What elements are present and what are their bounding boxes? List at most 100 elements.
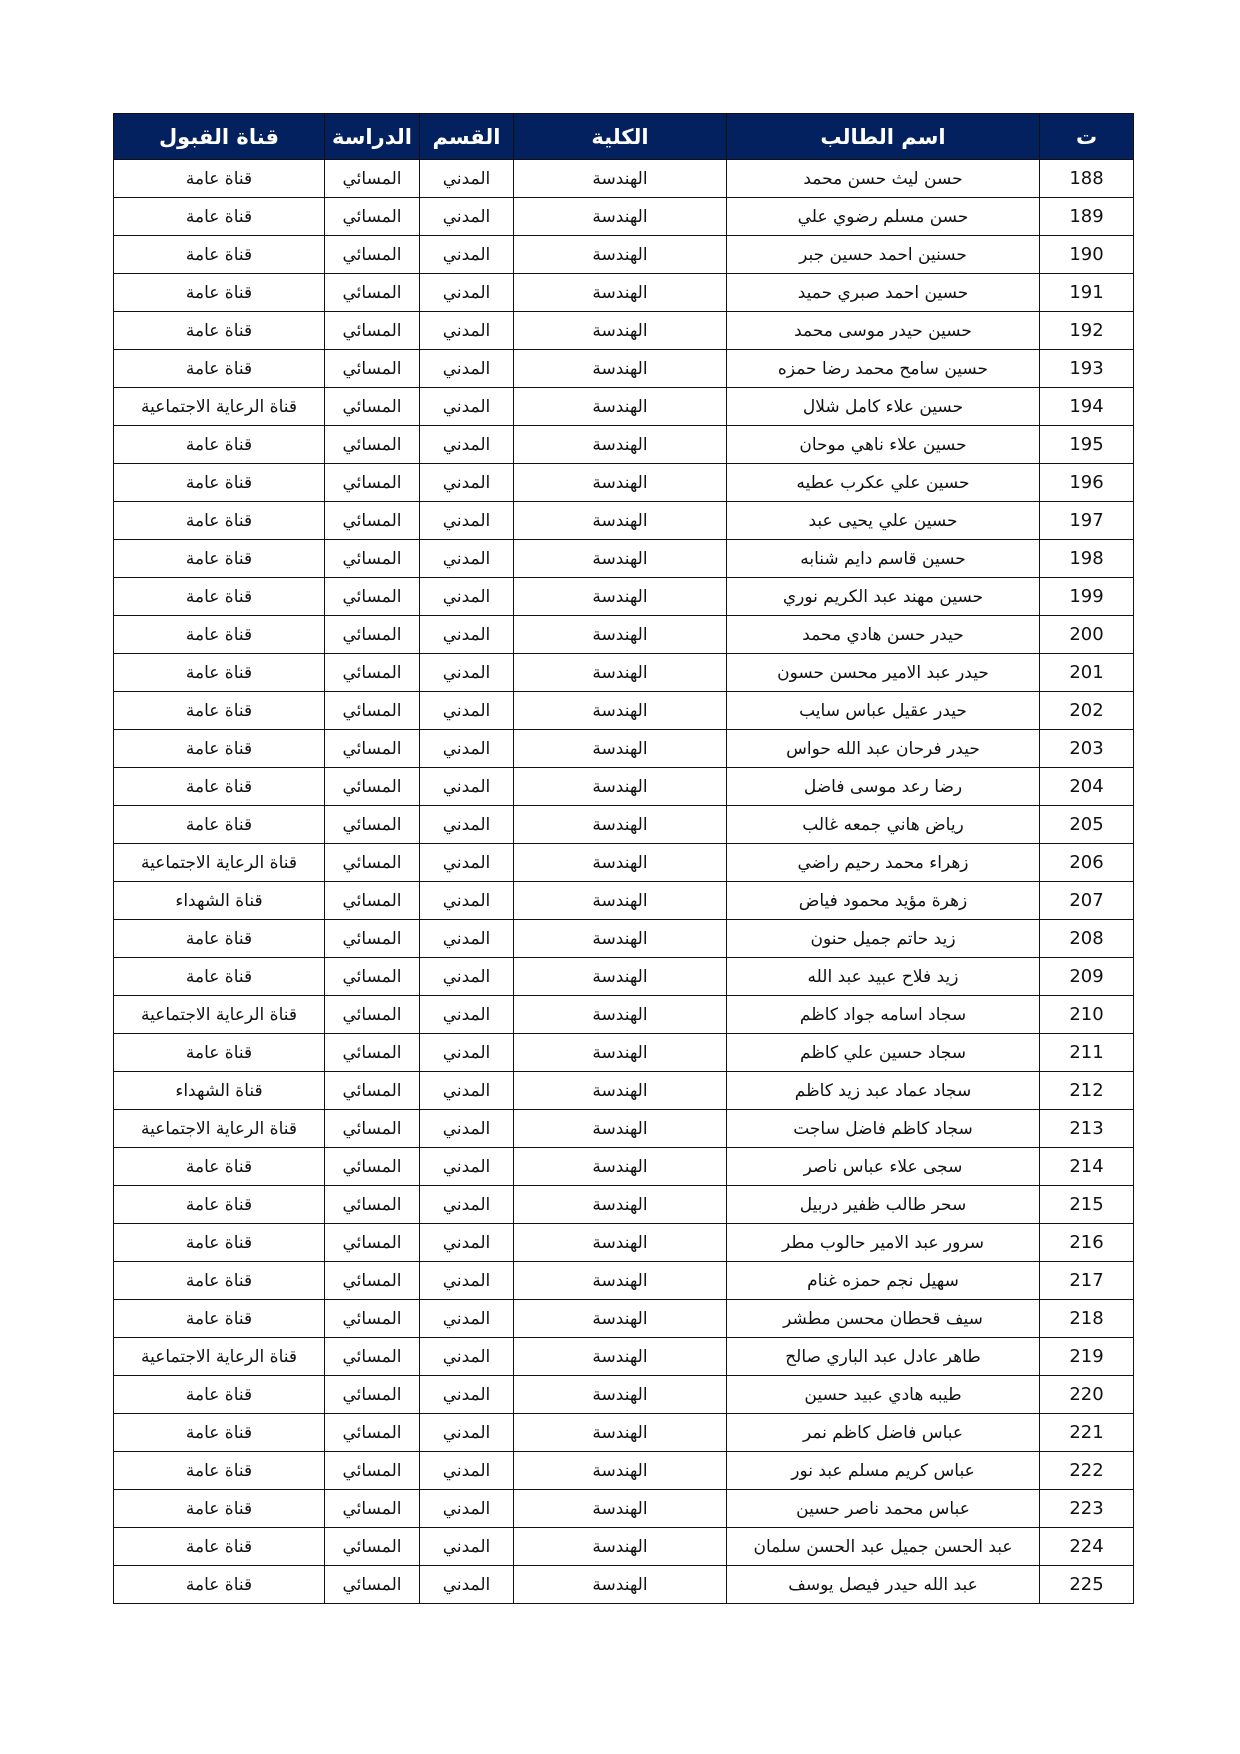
cell-study: المسائي xyxy=(324,1261,420,1300)
cell-department: المدني xyxy=(419,957,514,996)
cell-study: المسائي xyxy=(324,1565,420,1604)
cell-department: المدني xyxy=(419,539,514,578)
cell-college: الهندسة xyxy=(513,387,727,426)
cell-student-name: حيدر عقيل عباس سايب xyxy=(726,691,1040,730)
cell-index: 205 xyxy=(1039,805,1134,844)
cell-admission-channel: قناة عامة xyxy=(113,1527,325,1566)
table-row: 213 سجاد كاظم فاضل ساجت الهندسة المدني المسا… xyxy=(113,1109,1134,1148)
cell-index: 213 xyxy=(1039,1109,1134,1148)
table-row: 191 حسين احمد صبري حميد الهندسة المدني المسا… xyxy=(113,273,1134,312)
cell-college: الهندسة xyxy=(513,1413,727,1452)
cell-study: المسائي xyxy=(324,311,420,350)
cell-student-name: حسين قاسم دايم شنابه xyxy=(726,539,1040,578)
cell-admission-channel: قناة عامة xyxy=(113,919,325,958)
cell-index: 210 xyxy=(1039,995,1134,1034)
cell-admission-channel: قناة الرعاية الاجتماعية xyxy=(113,1109,325,1148)
cell-college: الهندسة xyxy=(513,539,727,578)
cell-student-name: سجاد اسامه جواد كاظم xyxy=(726,995,1040,1034)
cell-department: المدني xyxy=(419,501,514,540)
cell-department: المدني xyxy=(419,1033,514,1072)
cell-study: المسائي xyxy=(324,387,420,426)
cell-study: المسائي xyxy=(324,1337,420,1376)
cell-department: المدني xyxy=(419,1299,514,1338)
header-admission-channel: قناة القبول xyxy=(113,113,325,160)
cell-admission-channel: قناة عامة xyxy=(113,311,325,350)
cell-study: المسائي xyxy=(324,1299,420,1338)
cell-admission-channel: قناة عامة xyxy=(113,1223,325,1262)
table-row: 214 سجى علاء عباس ناصر الهندسة المدني المسائ… xyxy=(113,1147,1134,1186)
cell-index: 222 xyxy=(1039,1451,1134,1490)
cell-index: 218 xyxy=(1039,1299,1134,1338)
cell-college: الهندسة xyxy=(513,1527,727,1566)
students-table: ت اسم الطالب الكلية القسم الدراسة قناة ا… xyxy=(113,113,1134,1604)
table-body: 188 حسن ليث حسن محمد الهندسة المدني المسائي ق… xyxy=(113,159,1134,1604)
cell-study: المسائي xyxy=(324,539,420,578)
cell-student-name: سجاد عماد عبد زيد كاظم xyxy=(726,1071,1040,1110)
cell-admission-channel: قناة عامة xyxy=(113,1185,325,1224)
cell-college: الهندسة xyxy=(513,1375,727,1414)
cell-student-name: حسنين احمد حسين جبر xyxy=(726,235,1040,274)
cell-study: المسائي xyxy=(324,1033,420,1072)
cell-department: المدني xyxy=(419,1489,514,1528)
table-row: 203 حيدر فرحان عبد الله حواس الهندسة المدني… xyxy=(113,729,1134,768)
cell-study: المسائي xyxy=(324,653,420,692)
cell-department: المدني xyxy=(419,1223,514,1262)
cell-study: المسائي xyxy=(324,1147,420,1186)
cell-student-name: حسين علي عكرب عطيه xyxy=(726,463,1040,502)
cell-student-name: حسين علي يحيى عبد xyxy=(726,501,1040,540)
cell-department: المدني xyxy=(419,1451,514,1490)
cell-admission-channel: قناة الرعاية الاجتماعية xyxy=(113,843,325,882)
cell-index: 214 xyxy=(1039,1147,1134,1186)
cell-admission-channel: قناة عامة xyxy=(113,1375,325,1414)
cell-study: المسائي xyxy=(324,843,420,882)
cell-admission-channel: قناة عامة xyxy=(113,349,325,388)
cell-study: المسائي xyxy=(324,1223,420,1262)
cell-study: المسائي xyxy=(324,501,420,540)
table-header-row: ت اسم الطالب الكلية القسم الدراسة قناة ا… xyxy=(113,113,1134,160)
cell-college: الهندسة xyxy=(513,843,727,882)
cell-college: الهندسة xyxy=(513,1223,727,1262)
cell-department: المدني xyxy=(419,159,514,198)
cell-department: المدني xyxy=(419,311,514,350)
cell-study: المسائي xyxy=(324,691,420,730)
cell-department: المدني xyxy=(419,235,514,274)
cell-study: المسائي xyxy=(324,919,420,958)
cell-department: المدني xyxy=(419,1261,514,1300)
cell-index: 224 xyxy=(1039,1527,1134,1566)
cell-student-name: حسين حيدر موسى محمد xyxy=(726,311,1040,350)
cell-index: 202 xyxy=(1039,691,1134,730)
cell-college: الهندسة xyxy=(513,653,727,692)
cell-study: المسائي xyxy=(324,767,420,806)
table-row: 200 حيدر حسن هادي محمد الهندسة المدني المسائ… xyxy=(113,615,1134,654)
table-row: 202 حيدر عقيل عباس سايب الهندسة المدني المسا… xyxy=(113,691,1134,730)
cell-college: الهندسة xyxy=(513,1299,727,1338)
cell-student-name: عبد الله حيدر فيصل يوسف xyxy=(726,1565,1040,1604)
cell-department: المدني xyxy=(419,1109,514,1148)
cell-student-name: سجى علاء عباس ناصر xyxy=(726,1147,1040,1186)
cell-college: الهندسة xyxy=(513,1565,727,1604)
cell-index: 212 xyxy=(1039,1071,1134,1110)
cell-student-name: رياض هاني جمعه غالب xyxy=(726,805,1040,844)
cell-admission-channel: قناة عامة xyxy=(113,1565,325,1604)
table-row: 206 زهراء محمد رحيم راضي الهندسة المدني المس… xyxy=(113,843,1134,882)
cell-index: 215 xyxy=(1039,1185,1134,1224)
cell-college: الهندسة xyxy=(513,919,727,958)
cell-index: 211 xyxy=(1039,1033,1134,1072)
cell-college: الهندسة xyxy=(513,1071,727,1110)
cell-study: المسائي xyxy=(324,957,420,996)
cell-study: المسائي xyxy=(324,1375,420,1414)
cell-admission-channel: قناة عامة xyxy=(113,1451,325,1490)
cell-student-name: سهيل نجم حمزه غنام xyxy=(726,1261,1040,1300)
cell-department: المدني xyxy=(419,349,514,388)
cell-student-name: سرور عبد الامير حالوب مطر xyxy=(726,1223,1040,1262)
cell-study: المسائي xyxy=(324,197,420,236)
cell-admission-channel: قناة عامة xyxy=(113,1147,325,1186)
cell-admission-channel: قناة عامة xyxy=(113,273,325,312)
cell-college: الهندسة xyxy=(513,1147,727,1186)
cell-index: 196 xyxy=(1039,463,1134,502)
cell-department: المدني xyxy=(419,1565,514,1604)
cell-index: 188 xyxy=(1039,159,1134,198)
cell-study: المسائي xyxy=(324,577,420,616)
cell-admission-channel: قناة عامة xyxy=(113,577,325,616)
cell-department: المدني xyxy=(419,843,514,882)
